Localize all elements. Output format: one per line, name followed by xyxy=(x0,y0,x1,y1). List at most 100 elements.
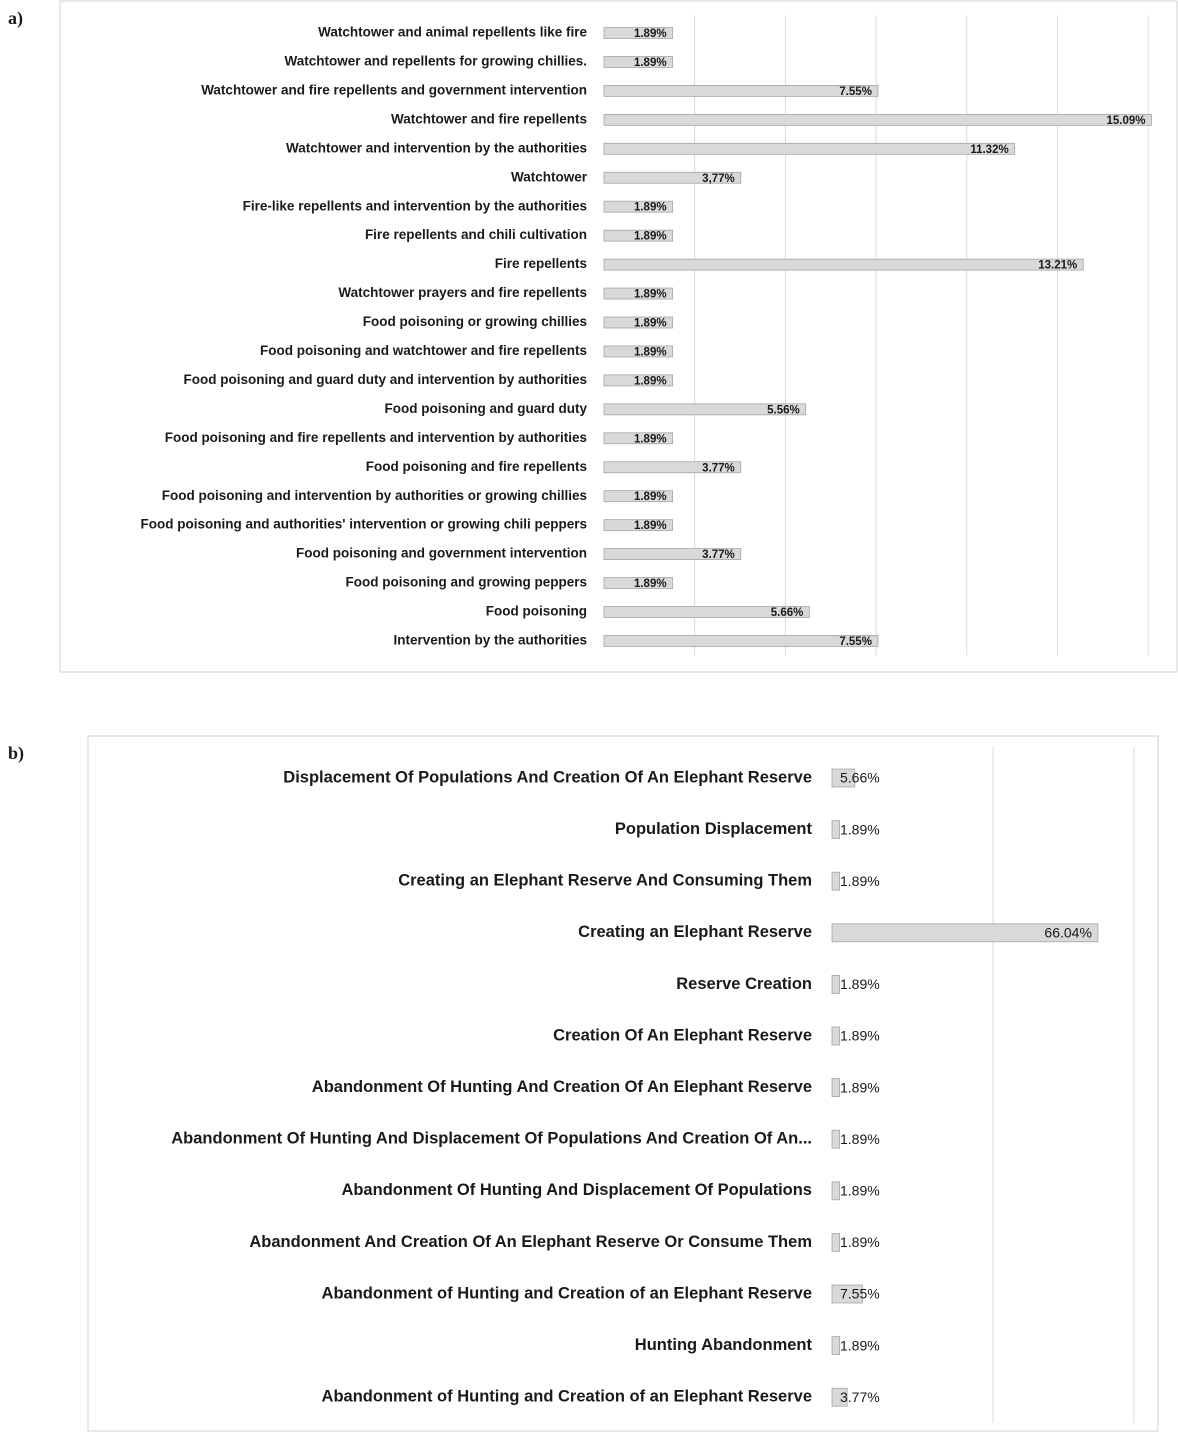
panel-label: a) xyxy=(8,8,23,29)
value-label: 1.89% xyxy=(840,821,880,837)
category-label: Abandonment And Creation Of An Elephant … xyxy=(249,1233,812,1251)
bar xyxy=(603,345,673,358)
category-label: Food poisoning and guard duty and interv… xyxy=(184,372,588,387)
value-label: 1.89% xyxy=(634,28,667,40)
bar xyxy=(831,923,1099,943)
category-label: Food poisoning and growing peppers xyxy=(346,575,587,590)
value-label: 3.77% xyxy=(840,1389,880,1405)
category-label: Watchtower and repellents for growing ch… xyxy=(284,54,587,69)
bar xyxy=(831,1233,841,1252)
category-label: Creating an Elephant Reserve And Consumi… xyxy=(398,872,812,890)
value-label: 1.89% xyxy=(634,346,667,358)
bar xyxy=(831,1129,841,1149)
value-label: 7.55% xyxy=(839,86,872,98)
category-label: Watchtower and animal repellents like fi… xyxy=(318,25,587,40)
category-label: Food poisoning and fire repellents and i… xyxy=(165,430,587,445)
value-label: 3,77% xyxy=(702,173,735,185)
bar xyxy=(831,768,856,788)
bar xyxy=(603,56,673,68)
bar xyxy=(603,432,673,445)
category-label: Food poisoning and authorities' interven… xyxy=(141,517,587,532)
category-label: Watchtower and fire repellents and gover… xyxy=(201,82,587,97)
bar xyxy=(603,287,673,300)
value-label: 1.89% xyxy=(634,578,667,590)
bar xyxy=(831,975,841,994)
value-label: 15.09% xyxy=(1106,115,1145,127)
category-label: Population Displacement xyxy=(615,820,813,838)
category-label: Fire repellents and chili cultivation xyxy=(365,227,587,242)
category-label: Watchtower xyxy=(511,169,588,184)
bar xyxy=(603,171,742,184)
value-label: 13.21% xyxy=(1038,260,1077,272)
value-label: 5.66% xyxy=(771,607,804,619)
value-label: 5.56% xyxy=(767,404,800,416)
value-label: 1.89% xyxy=(840,1337,880,1353)
bar xyxy=(603,316,673,329)
bar xyxy=(603,519,673,532)
category-label: Abandonment Of Hunting And Displacement … xyxy=(341,1181,812,1199)
category-label: Food poisoning and watchtower and fire r… xyxy=(260,343,587,358)
category-label: Hunting Abandonment xyxy=(635,1336,813,1354)
value-label: 1.89% xyxy=(634,491,667,503)
bar xyxy=(831,1336,841,1355)
bar xyxy=(603,403,807,416)
category-label: Reserve Creation xyxy=(676,975,812,993)
bar xyxy=(603,229,673,242)
category-label: Food poisoning and fire repellents xyxy=(366,459,587,474)
bar xyxy=(831,1078,841,1097)
value-label: 1.89% xyxy=(634,289,667,301)
bar xyxy=(603,142,1016,155)
chart-frame xyxy=(59,0,1178,673)
bar xyxy=(831,871,841,891)
bar xyxy=(603,113,1152,126)
bar xyxy=(831,1026,841,1046)
value-label: 1.89% xyxy=(634,231,667,243)
bar xyxy=(831,1387,848,1407)
bar xyxy=(603,577,673,589)
value-label: 1.89% xyxy=(840,1183,880,1199)
value-label: 66.04% xyxy=(1044,925,1091,941)
value-label: 1.89% xyxy=(634,375,667,387)
bar xyxy=(603,85,879,97)
category-label: Displacement Of Populations And Creation… xyxy=(283,768,812,786)
category-label: Watchtower and fire repellents xyxy=(391,111,587,126)
value-label: 3.77% xyxy=(702,549,735,561)
category-label: Food poisoning and government interventi… xyxy=(296,546,587,561)
bar xyxy=(603,461,742,474)
value-label: 1.89% xyxy=(840,1028,880,1044)
value-label: 7.55% xyxy=(839,636,872,648)
category-label: Watchtower prayers and fire repellents xyxy=(338,285,587,300)
category-label: Creating an Elephant Reserve xyxy=(578,923,812,941)
value-label: 1.89% xyxy=(840,873,880,889)
bar xyxy=(603,635,879,647)
bar xyxy=(831,1284,863,1304)
value-label: 5.66% xyxy=(840,770,880,786)
value-label: 1.89% xyxy=(840,1234,880,1250)
value-label: 1.89% xyxy=(840,1079,880,1095)
category-label: Abandonment Of Hunting And Displacement … xyxy=(171,1130,812,1148)
category-label: Food poisoning xyxy=(486,604,587,619)
value-label: 7.55% xyxy=(840,1286,880,1302)
panel-label: b) xyxy=(8,743,24,764)
category-label: Watchtower and intervention by the autho… xyxy=(286,140,587,155)
value-label: 1.89% xyxy=(634,318,667,330)
value-label: 1.89% xyxy=(634,202,667,214)
bar xyxy=(603,258,1084,271)
value-label: 1.89% xyxy=(634,520,667,532)
category-label: Abandonment of Hunting and Creation of a… xyxy=(322,1388,812,1406)
category-label: Fire-like repellents and intervention by… xyxy=(243,198,587,213)
bar xyxy=(831,1181,841,1201)
value-label: 1.89% xyxy=(634,433,667,445)
bar xyxy=(603,548,742,560)
category-label: Intervention by the authorities xyxy=(393,633,587,648)
bar xyxy=(603,490,673,503)
bar xyxy=(831,820,841,839)
bar xyxy=(603,606,810,618)
value-label: 11.32% xyxy=(970,144,1008,156)
value-label: 1.89% xyxy=(840,976,880,992)
bar xyxy=(603,200,673,213)
category-label: Food poisoning and intervention by autho… xyxy=(162,488,587,503)
value-label: 3.77% xyxy=(702,462,735,474)
